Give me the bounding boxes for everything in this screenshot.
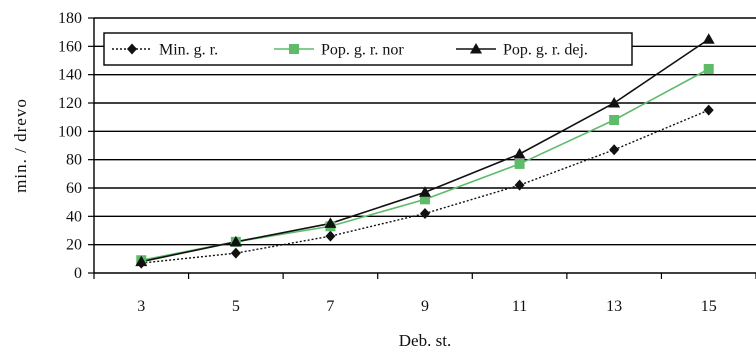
y-tick-label: 80 — [66, 152, 82, 169]
series-3-point — [702, 33, 715, 44]
legend-label-3: Pop. g. r. dej. — [503, 42, 588, 59]
series-1-point — [609, 144, 620, 156]
legend-marker-2 — [289, 44, 299, 54]
series-3-point — [324, 217, 337, 228]
legend-marker-1 — [127, 43, 137, 55]
legend-marker-3 — [470, 43, 482, 54]
y-tick-label: 120 — [58, 95, 82, 112]
x-axis-title: Deb. st. — [399, 331, 451, 350]
y-axis-title: min. / drevo — [11, 98, 30, 193]
series-3-point — [513, 148, 526, 159]
x-tick-label: 5 — [232, 298, 240, 315]
series-3-point — [608, 97, 621, 108]
x-tick-label: 13 — [606, 298, 622, 315]
y-tick-label: 100 — [58, 123, 82, 140]
series-1-point — [514, 179, 525, 191]
series-2-point — [514, 158, 525, 169]
series-3-point — [419, 186, 431, 197]
series-1-point — [325, 230, 336, 242]
x-tick-label: 9 — [421, 298, 429, 315]
series-line-3 — [141, 38, 710, 263]
x-tick-label: 11 — [512, 298, 527, 315]
series-3-point — [135, 255, 148, 267]
y-tick-label: 180 — [58, 10, 82, 27]
x-tick-label: 15 — [701, 298, 717, 315]
legend-label-1: Min. g. r. — [159, 42, 218, 59]
y-tick-label: 0 — [74, 265, 82, 282]
series-3-point — [229, 235, 242, 247]
legend-box — [103, 32, 633, 66]
series-1-point — [420, 208, 430, 219]
series-2-point — [609, 115, 620, 125]
legend-label-2: Pop. g. r. nor — [321, 42, 404, 59]
x-tick-label: 3 — [137, 298, 145, 315]
x-tick-label: 7 — [326, 298, 334, 315]
y-tick-label: 40 — [66, 208, 82, 225]
series-2-point — [420, 194, 430, 205]
series-2-point — [703, 64, 714, 74]
series-1-point — [230, 247, 241, 259]
y-tick-label: 160 — [58, 38, 82, 55]
series-1-point — [703, 104, 714, 116]
y-tick-label: 140 — [58, 67, 82, 84]
series-line-2 — [141, 68, 710, 262]
y-tick-label: 20 — [66, 237, 82, 254]
y-tick-label: 60 — [66, 180, 82, 197]
